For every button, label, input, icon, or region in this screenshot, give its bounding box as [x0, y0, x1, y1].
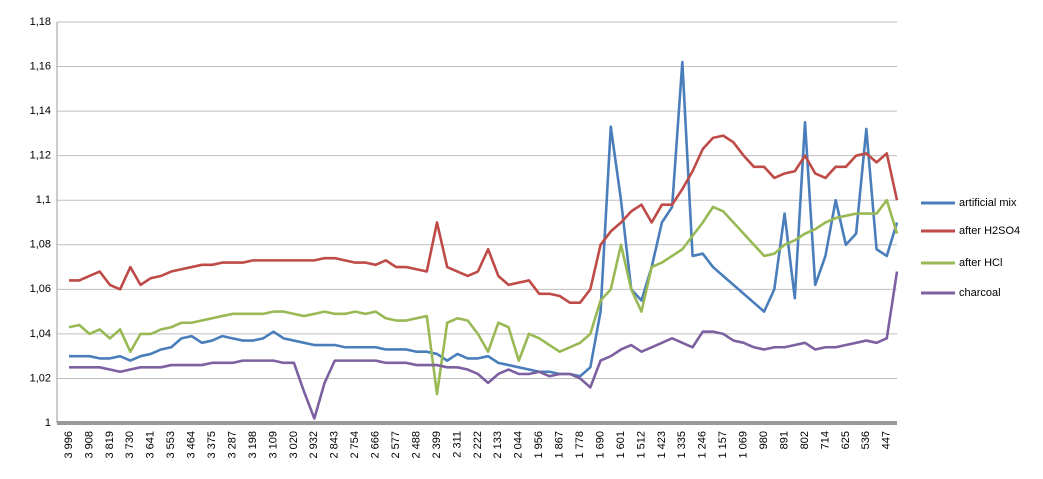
x-tick-label: 536: [860, 431, 872, 449]
x-tick-label: 2 488: [410, 431, 422, 459]
x-tick-label: 3 198: [247, 431, 259, 459]
series-line: [69, 271, 899, 420]
x-tick-label: 980: [758, 431, 770, 449]
legend-label: charcoal: [959, 287, 1001, 299]
y-tick-label: 1,12: [30, 150, 51, 162]
x-tick-label: 891: [778, 431, 790, 449]
y-tick-label: 1,1: [36, 194, 51, 206]
x-tick-label: 3 287: [226, 431, 238, 459]
x-tick-label: 2 311: [451, 431, 463, 458]
x-tick-label: 3 109: [267, 431, 279, 459]
x-tick-label: 3 464: [186, 431, 198, 459]
x-tick-label: 2 577: [390, 431, 402, 459]
x-tick-label: 3 375: [206, 431, 218, 459]
x-tick-label: 1 423: [656, 431, 668, 459]
x-tick-label: 802: [799, 431, 811, 449]
y-tick-label: 1,18: [30, 16, 51, 28]
x-tick-label: 714: [819, 431, 831, 449]
y-tick-label: 1,04: [30, 328, 51, 340]
x-tick-label: 1 246: [697, 431, 709, 459]
x-tick-label: 3 020: [288, 431, 300, 459]
x-tick-label: 2 843: [329, 431, 341, 459]
x-tick-label: 2 932: [308, 431, 320, 459]
x-tick-label: 3 553: [165, 431, 177, 459]
x-tick-label: 2 666: [370, 431, 382, 459]
x-tick-label: 2 399: [431, 431, 443, 459]
y-tick-label: 1,06: [30, 283, 51, 295]
y-tick-label: 1,02: [30, 372, 51, 384]
x-tick-label: 1 690: [594, 431, 606, 459]
series-line: [68, 198, 899, 396]
x-tick-label: 2 044: [513, 431, 525, 459]
x-tick-label: 1 335: [676, 431, 688, 459]
x-tick-label: 3 819: [104, 431, 116, 459]
series-line: [69, 134, 899, 304]
legend-label: after HCl: [959, 257, 1002, 269]
x-tick-label: 1 512: [635, 431, 647, 459]
x-tick-label: 447: [881, 431, 893, 449]
y-tick-label: 1,14: [30, 105, 51, 117]
x-tick-label: 1 157: [717, 431, 729, 459]
x-tick-label: 3 641: [145, 431, 157, 459]
series-line: [69, 60, 899, 378]
x-tick-label: 2 754: [349, 431, 361, 459]
x-tick-label: 3 908: [83, 431, 95, 459]
x-tick-label: 1 069: [738, 431, 750, 459]
x-tick-label: 2 222: [472, 431, 484, 459]
x-tick-label: 3 996: [63, 431, 75, 459]
x-tick-label: 1 956: [533, 431, 545, 459]
x-tick-label: 1 867: [554, 431, 566, 459]
legend-label: after H2SO4: [959, 225, 1020, 237]
x-tick-label: 3 730: [124, 431, 136, 459]
y-tick-label: 1,08: [30, 239, 51, 251]
y-tick-label: 1: [45, 417, 51, 429]
y-tick-label: 1,16: [30, 60, 51, 72]
x-tick-label: 1 601: [615, 431, 627, 459]
x-tick-label: 625: [840, 431, 852, 449]
x-tick-label: 1 778: [574, 431, 586, 459]
legend-label: artificial mix: [959, 197, 1017, 209]
x-tick-label: 2 133: [492, 431, 504, 459]
